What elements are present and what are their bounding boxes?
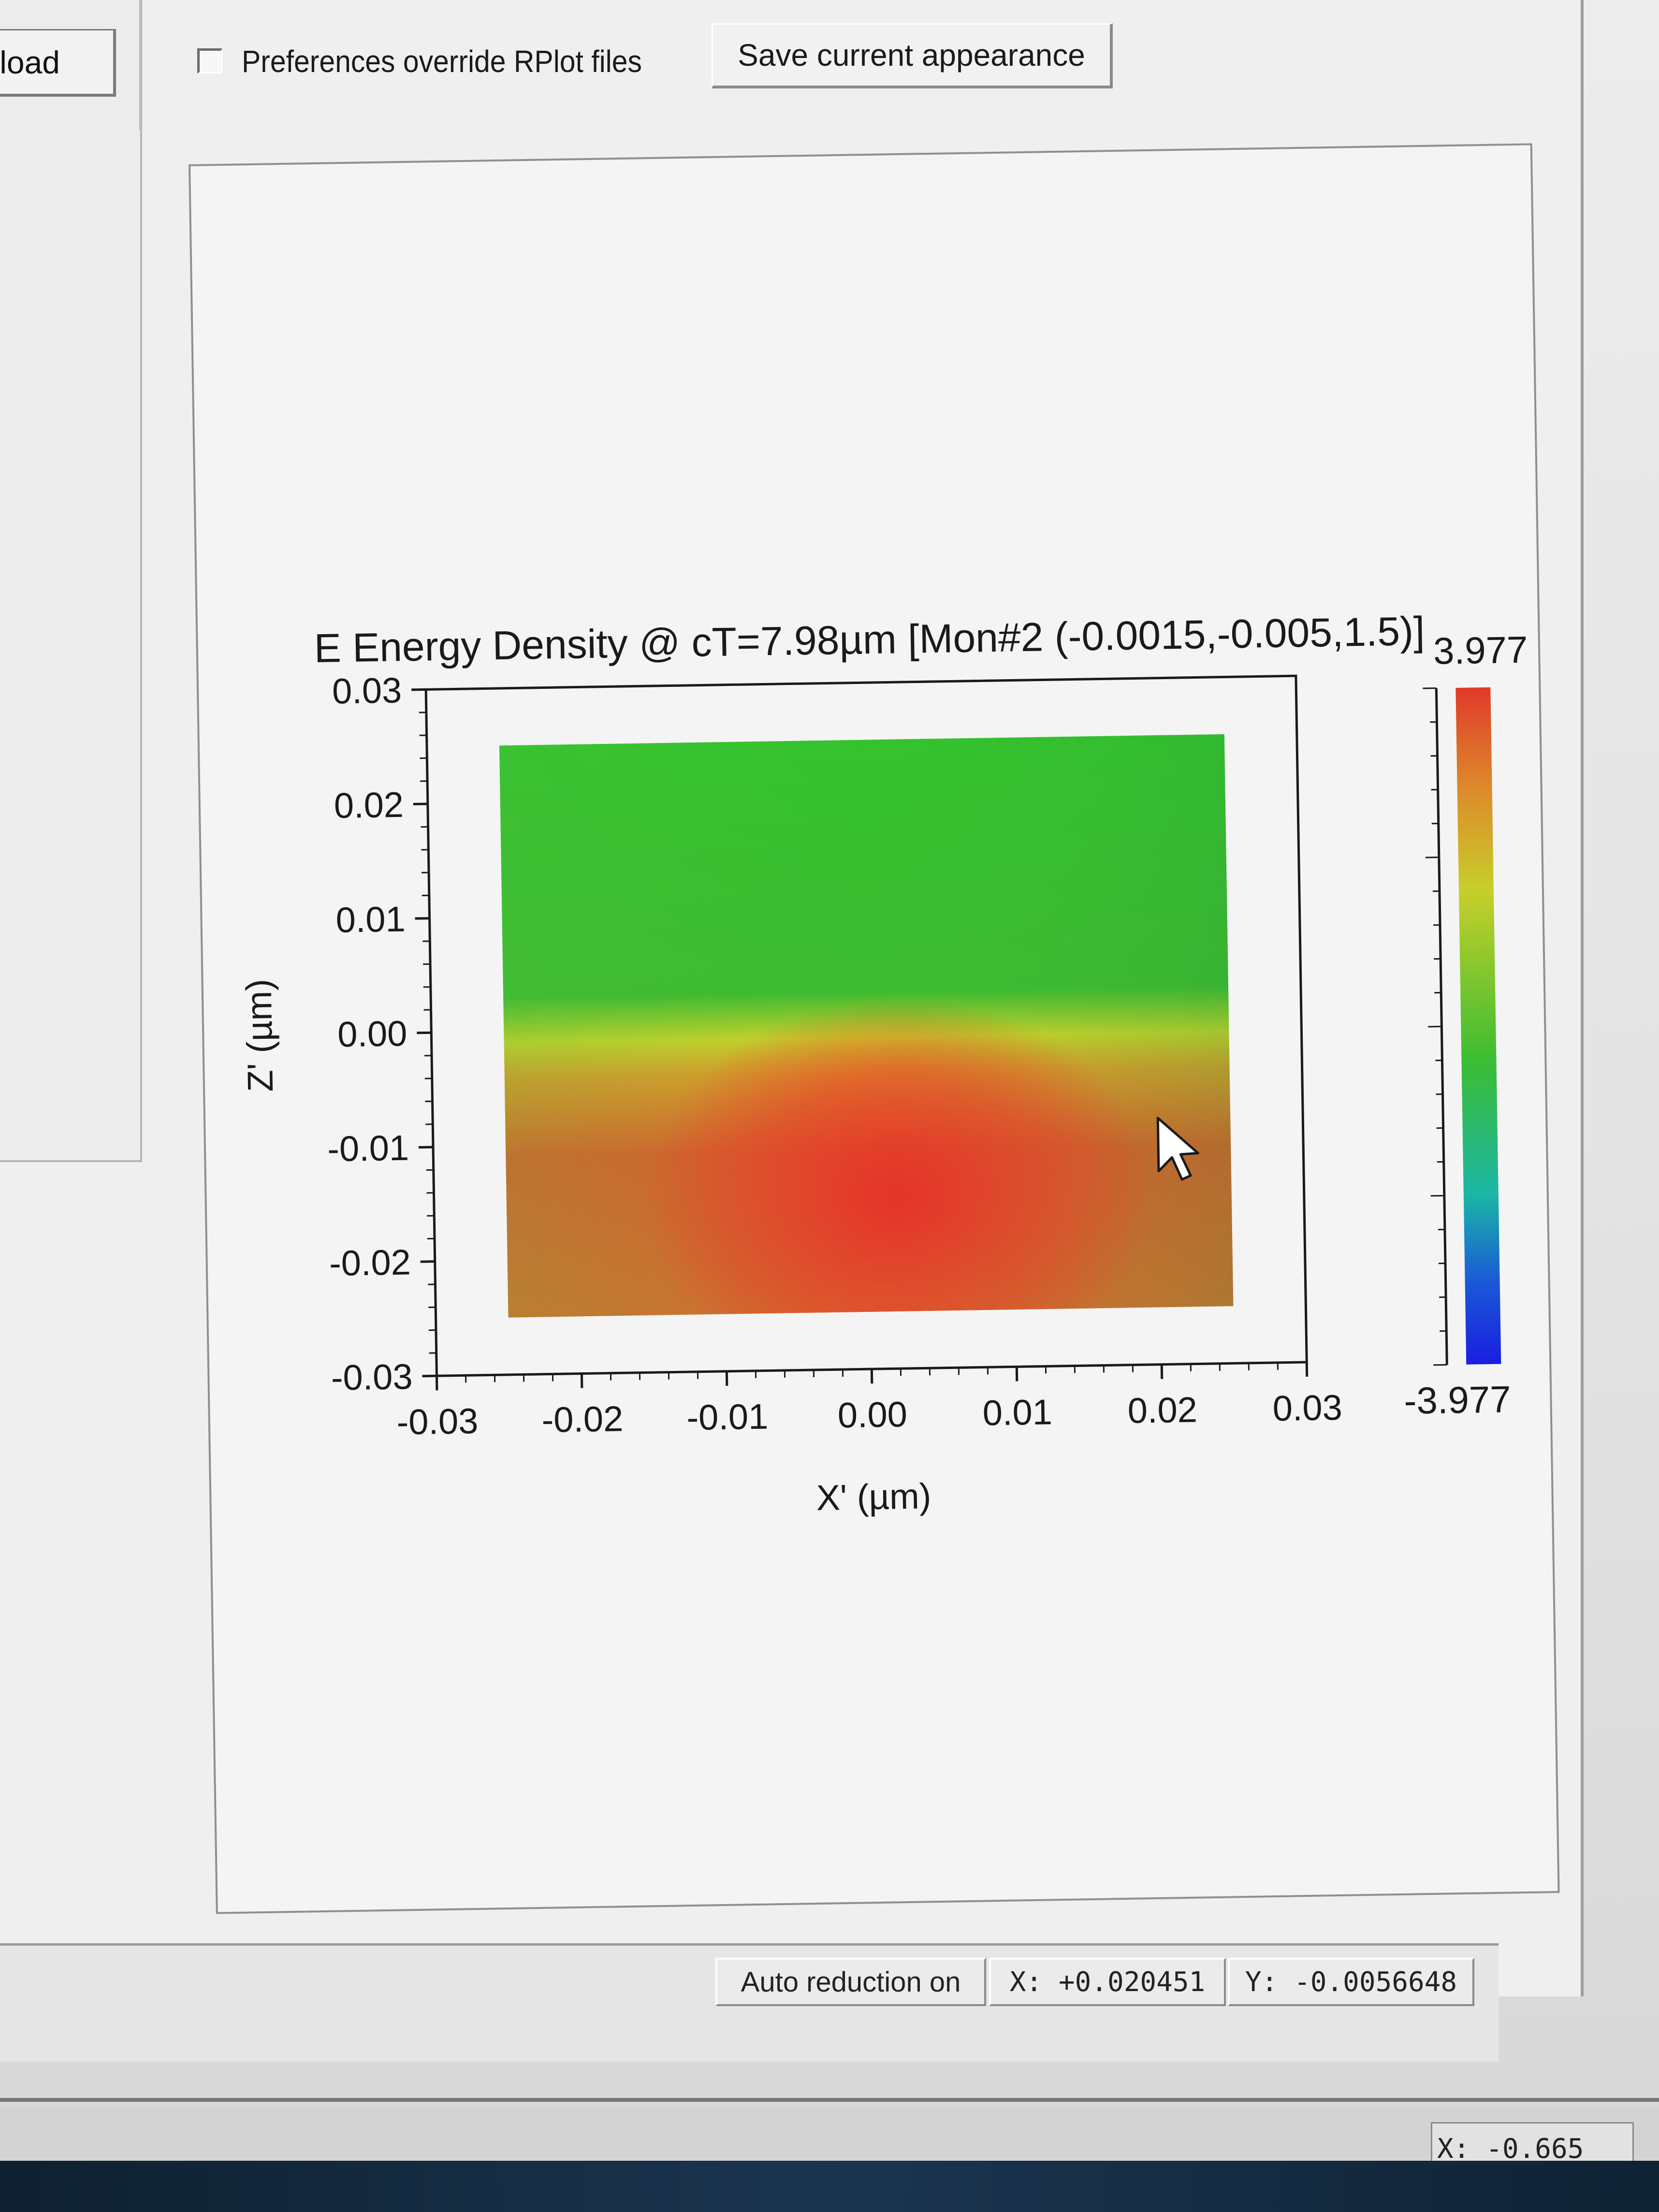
plot-canvas: E Energy Density @ cT=7.98µm [Mon#2 (-0.… xyxy=(238,608,1528,1518)
prefs-override-checkbox[interactable] xyxy=(197,48,222,73)
y-tick-label: -0.03 xyxy=(331,1356,413,1398)
y-tick-label: -0.01 xyxy=(327,1128,409,1169)
taskbar xyxy=(0,2161,1659,2212)
y-tick-label: 0.02 xyxy=(334,785,404,826)
y-tick-label: -0.02 xyxy=(329,1242,411,1283)
mouse-pointer-icon xyxy=(1156,1117,1199,1181)
x-tick-label: 0.02 xyxy=(1127,1390,1197,1431)
toolbar-divider xyxy=(139,0,141,131)
x-coordinate-readout: X: +0.020451 xyxy=(989,1958,1226,2006)
colorbar xyxy=(1455,687,1501,1365)
reload-button[interactable]: eload xyxy=(0,29,116,97)
save-appearance-button[interactable]: Save current appearance xyxy=(712,23,1113,88)
outer-status-strip xyxy=(0,2108,1659,2166)
x-tick-label: 0.00 xyxy=(837,1394,907,1435)
x-tick-label: -0.02 xyxy=(541,1398,624,1440)
colorbar-ticks xyxy=(1423,687,1447,1366)
y-tick-label: 0.03 xyxy=(332,670,402,711)
x-axis-ticks: -0.03 -0.02 -0.01 0.00 0.01 0.02 0.03 xyxy=(396,1362,1342,1442)
prefs-override-label: Preferences override RPlot files xyxy=(242,44,642,79)
heatmap[interactable] xyxy=(499,734,1234,1318)
x-axis-label: X' (µm) xyxy=(816,1476,931,1518)
y-axis-label: Z' (µm) xyxy=(238,979,280,1092)
window-bottom-border xyxy=(0,2098,1659,2102)
x-tick-label: 0.03 xyxy=(1272,1387,1342,1428)
auto-reduction-status[interactable]: Auto reduction on xyxy=(715,1958,986,2006)
colorbar-min-label: -3.977 xyxy=(1404,1378,1512,1422)
heatmap-hotspot xyxy=(499,734,1234,1318)
y-tick-label: 0.00 xyxy=(337,1013,407,1054)
y-tick-label: 0.01 xyxy=(335,899,406,940)
left-panel xyxy=(0,0,142,1162)
x-tick-label: -0.01 xyxy=(686,1396,769,1438)
y-coordinate-readout: Y: -0.0056648 xyxy=(1228,1958,1474,2006)
colorbar-max-label: 3.977 xyxy=(1433,628,1528,672)
chart-title: E Energy Density @ cT=7.98µm [Mon#2 (-0.… xyxy=(314,608,1425,671)
x-tick-label: -0.03 xyxy=(396,1401,479,1442)
x-tick-label: 0.01 xyxy=(982,1392,1052,1433)
y-axis-ticks: 0.03 0.02 0.01 0.00 -0.01 -0.02 -0.03 xyxy=(327,670,437,1398)
plot-panel: E Energy Density @ cT=7.98µm [Mon#2 (-0.… xyxy=(189,143,1560,1914)
